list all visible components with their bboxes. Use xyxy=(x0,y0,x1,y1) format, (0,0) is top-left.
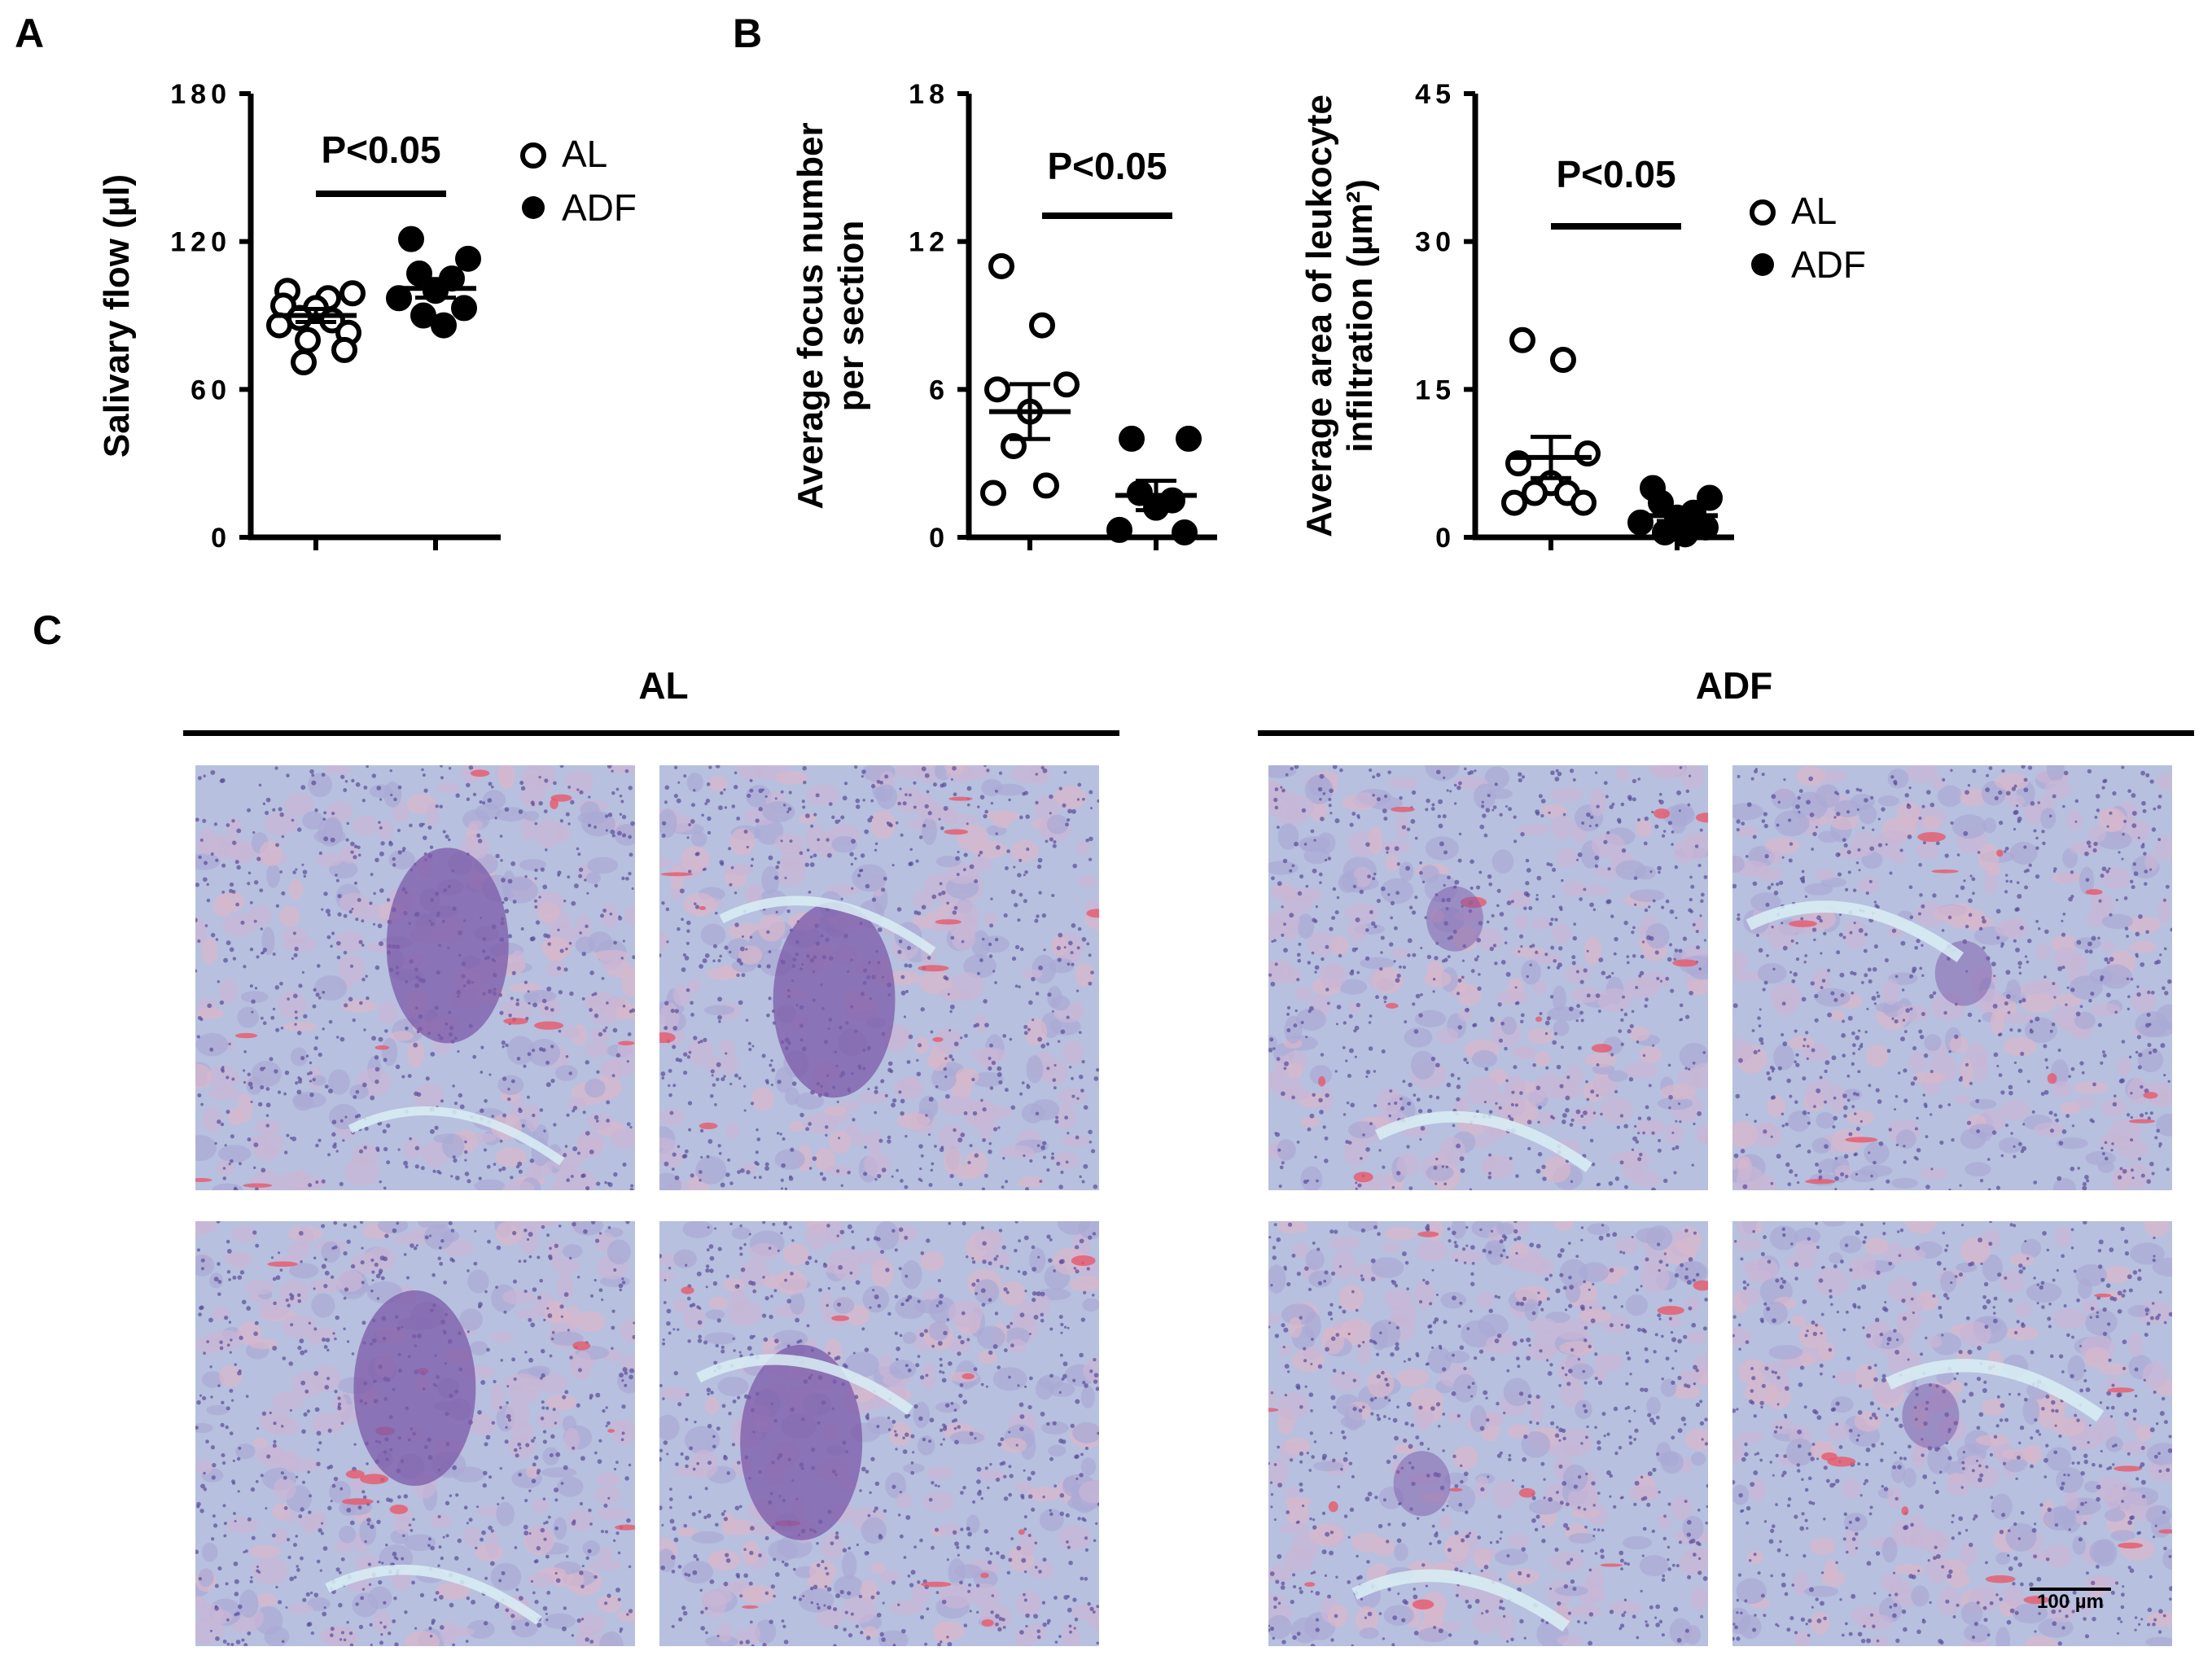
adf-data-point xyxy=(451,295,477,322)
micrograph-texture xyxy=(1268,1221,1708,1646)
adf-data-point xyxy=(1172,519,1198,545)
al-data-point xyxy=(1033,472,1059,499)
micrograph-adf-1 xyxy=(1268,765,1708,1190)
al-data-point xyxy=(266,312,292,339)
al-data-point xyxy=(1522,480,1548,506)
micrograph-texture xyxy=(1732,765,2172,1190)
legend-al-label: AL xyxy=(1791,190,1837,232)
panel-label-a: A xyxy=(15,11,45,56)
adf-data-point xyxy=(1176,425,1202,452)
y-axis-title-text: Salivary flow (µl) xyxy=(97,174,137,458)
al-data-point xyxy=(988,252,1014,279)
scale-bar-line xyxy=(2030,1588,2111,1591)
adf-data-point xyxy=(1119,425,1145,452)
y-tick-label: 0 xyxy=(211,523,231,554)
al-data-point xyxy=(1509,326,1535,353)
adf-data-point xyxy=(386,285,412,312)
adf-data-point xyxy=(1672,521,1698,548)
legend-adf-marker xyxy=(1751,253,1774,276)
micrograph-texture xyxy=(659,765,1099,1190)
adf-data-point xyxy=(1697,484,1723,511)
al-data-point xyxy=(1053,371,1080,398)
micrograph-al-4 xyxy=(659,1221,1099,1646)
micrograph-texture xyxy=(195,765,635,1190)
y-tick-label: 120 xyxy=(170,227,231,258)
y-tick-label: 60 xyxy=(191,374,231,405)
adf-data-point xyxy=(398,226,424,252)
micrograph-texture xyxy=(1732,1221,2172,1646)
y-tick-label: 180 xyxy=(170,79,231,110)
y-axis-title-line: infiltration (µm²) xyxy=(1340,179,1380,453)
micrograph-texture xyxy=(195,1221,635,1646)
significance-label: P<0.05 xyxy=(1047,145,1167,187)
micrograph-rule-al xyxy=(183,730,1119,736)
adf-data-point xyxy=(410,302,436,329)
y-tick-label: 18 xyxy=(909,79,949,110)
y-axis-title-line: Average area of leukocyte xyxy=(1299,94,1339,537)
significance-label: P<0.05 xyxy=(1556,153,1675,195)
legend-al-marker xyxy=(1750,199,1776,226)
legend-adf-label: ADF xyxy=(562,186,637,229)
micrograph-heading-al: AL xyxy=(638,664,689,707)
al-data-point xyxy=(1570,489,1597,516)
y-axis-title: Salivary flow (µl) xyxy=(97,174,137,458)
micrograph-adf-2 xyxy=(1732,765,2172,1190)
panel-label-c: C xyxy=(33,607,63,653)
al-data-point xyxy=(291,349,317,376)
al-data-point xyxy=(1550,347,1576,373)
legend-al-marker xyxy=(520,142,546,169)
y-axis-title-line: Average focus number xyxy=(791,122,830,509)
adf-data-point xyxy=(431,312,457,339)
y-axis-title-line: per section xyxy=(831,221,871,412)
y-tick-label: 0 xyxy=(929,523,949,554)
y-tick-label: 45 xyxy=(1415,79,1456,110)
legend-adf-label: ADF xyxy=(1791,243,1866,286)
legend-al-label: AL xyxy=(562,133,607,175)
y-tick-label: 0 xyxy=(1435,523,1456,554)
y-tick-label: 12 xyxy=(909,227,949,258)
legend-adf-marker xyxy=(522,196,545,219)
al-data-point xyxy=(980,480,1006,506)
y-tick-label: 30 xyxy=(1415,227,1456,258)
micrograph-texture xyxy=(1268,765,1708,1190)
al-data-point xyxy=(331,336,357,363)
al-data-point xyxy=(339,280,366,307)
y-axis-title: Average focus number per section xyxy=(791,122,871,509)
y-tick-label: 6 xyxy=(929,374,949,405)
y-tick-label: 15 xyxy=(1415,374,1456,405)
micrograph-rule-adf xyxy=(1258,730,2194,736)
micrograph-al-2 xyxy=(659,765,1099,1190)
micrograph-adf-4 xyxy=(1732,1221,2172,1646)
micrograph-al-3 xyxy=(195,1221,635,1646)
adf-data-point xyxy=(1652,519,1678,545)
micrograph-texture xyxy=(659,1221,1099,1646)
scale-bar-label: 100 µm xyxy=(2037,1591,2104,1613)
adf-data-point xyxy=(455,245,481,272)
micrograph-heading-adf: ADF xyxy=(1695,664,1773,707)
al-data-point xyxy=(295,326,321,353)
y-axis-title: Average area of leukocyte infiltration (µ… xyxy=(1299,94,1380,537)
micrograph-adf-3 xyxy=(1268,1221,1708,1646)
panel-label-b: B xyxy=(733,11,763,56)
al-data-point xyxy=(1029,312,1055,339)
significance-label: P<0.05 xyxy=(321,129,440,171)
al-data-point xyxy=(984,376,1010,403)
adf-data-point xyxy=(1106,516,1132,543)
scale-bar: 100 µm xyxy=(2030,1588,2111,1614)
al-data-point xyxy=(1501,489,1527,516)
al-data-point xyxy=(1575,440,1601,467)
micrograph-al-1 xyxy=(195,765,635,1190)
